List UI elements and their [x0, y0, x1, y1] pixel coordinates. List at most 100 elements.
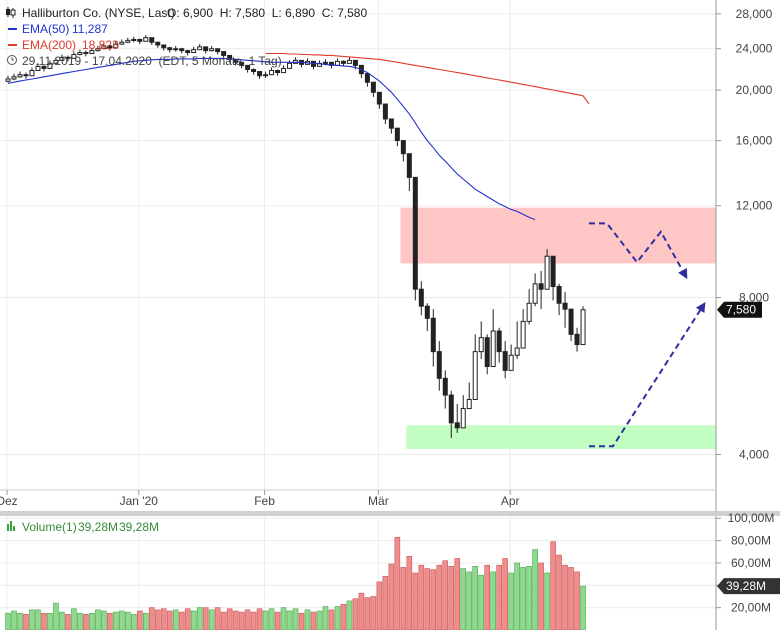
ema200-label: EMA(200) — [22, 38, 76, 52]
chart-legend: Halliburton Co. (NYSE, Last) O: 6,900 H:… — [6, 6, 367, 534]
candle-body — [544, 255, 550, 290]
resistance-zone — [400, 207, 716, 264]
volume-bar — [17, 612, 23, 630]
volume-bar — [160, 608, 167, 630]
volume-bar — [442, 560, 449, 630]
volume-bar — [142, 612, 149, 630]
panel-separator[interactable] — [0, 511, 780, 516]
volume-bar — [460, 568, 467, 630]
clock-icon — [7, 55, 17, 65]
candle-body — [568, 308, 574, 335]
ema200-line — [265, 52, 590, 105]
volume-bar — [286, 610, 293, 630]
projection-arrows — [589, 222, 706, 448]
volume-bar — [190, 610, 197, 630]
price-tick-label: 8,000 — [739, 291, 769, 305]
candle-body — [35, 65, 41, 72]
candle-body — [263, 74, 269, 77]
volume-bar — [268, 608, 275, 630]
volume-bar — [562, 564, 568, 630]
instrument-title: Halliburton Co. (NYSE, Last) — [22, 6, 175, 20]
candle-body — [322, 61, 328, 64]
candle-body — [41, 65, 47, 69]
date-tick-label: Dez — [0, 494, 18, 508]
volume-bar — [484, 564, 491, 630]
candle-body — [275, 70, 281, 74]
candle-body — [65, 56, 71, 59]
volume-bar — [89, 612, 95, 630]
volume-bar — [508, 572, 514, 630]
ema50-label: EMA(50) — [22, 22, 69, 36]
volume-bar — [35, 609, 41, 630]
candle-body — [466, 398, 472, 410]
candle-body — [95, 48, 101, 52]
candle-body — [460, 408, 466, 429]
volume-bar — [95, 609, 101, 630]
volume-value-secondary: 39,28M — [119, 520, 159, 534]
volume-bar — [370, 596, 377, 630]
volume-tick-label: 60,00M — [731, 556, 771, 570]
candle-body — [424, 305, 430, 319]
candle-body — [77, 52, 83, 55]
candle-body — [185, 50, 191, 54]
volume-bar — [430, 569, 437, 630]
volume-bar — [256, 608, 263, 630]
candle-body — [442, 377, 448, 396]
volume-bar — [130, 614, 137, 630]
volume-bar — [364, 597, 371, 630]
last-price-label: 7,580 — [726, 303, 756, 317]
volume-bar — [436, 564, 443, 630]
candle-body — [113, 43, 119, 49]
volume-bar — [214, 607, 221, 630]
volume-bar — [334, 606, 341, 630]
volume-bar — [388, 563, 395, 630]
last-volume-label: 39,28M — [726, 579, 766, 593]
volume-bar — [472, 565, 479, 630]
candle-body — [502, 351, 508, 371]
volume-bar — [77, 612, 83, 630]
candle-body — [203, 46, 209, 52]
candle-body — [137, 38, 143, 42]
volume-bar — [220, 611, 227, 630]
candle-body — [412, 176, 418, 290]
candle-body — [125, 39, 131, 43]
candle-body — [532, 283, 538, 304]
candle-body — [436, 351, 442, 379]
volume-bar — [478, 574, 485, 630]
price-tick-label: 4,000 — [739, 448, 769, 462]
candle-body — [346, 59, 352, 64]
volume-bar — [316, 610, 323, 630]
candle-body — [167, 47, 173, 51]
candle-body — [364, 73, 370, 83]
candle-icon — [6, 7, 16, 18]
candle-body — [281, 67, 287, 74]
volume-bar — [496, 564, 502, 630]
volume-bar — [23, 614, 29, 630]
volume-tick-label: 20,00M — [731, 601, 771, 615]
candle-body — [376, 91, 382, 105]
date-axis: Dez Jan '20 Feb Mär Apr — [0, 490, 520, 508]
ohlc-values: O: 6,900 H: 7,580 L: 6,890 C: 7,580 — [167, 6, 367, 20]
volume-bar — [262, 610, 269, 630]
volume-bar — [448, 565, 455, 630]
ema200-value: 18,823 — [82, 38, 119, 52]
volume-bar — [556, 554, 562, 630]
candle-body — [191, 49, 197, 54]
candle-body — [161, 44, 167, 49]
volume-bar — [154, 609, 161, 630]
down-path-arrow — [589, 222, 688, 280]
volume-bar — [376, 581, 383, 630]
ema-lines — [7, 52, 590, 221]
price-axis: 4,000 8,000 12,000 16,000 20,000 24,000 28,000 — [716, 7, 773, 462]
candle-body — [149, 37, 155, 43]
support-zone — [406, 425, 716, 449]
candle-body — [550, 255, 556, 287]
volume-bar — [196, 607, 203, 630]
date-tick-label: Apr — [501, 494, 520, 508]
volume-bar — [226, 608, 233, 630]
volume-bar — [502, 558, 508, 630]
candle-body — [257, 71, 263, 77]
candle-body — [215, 48, 221, 53]
candle-body — [352, 59, 358, 66]
volume-bar — [298, 612, 305, 630]
